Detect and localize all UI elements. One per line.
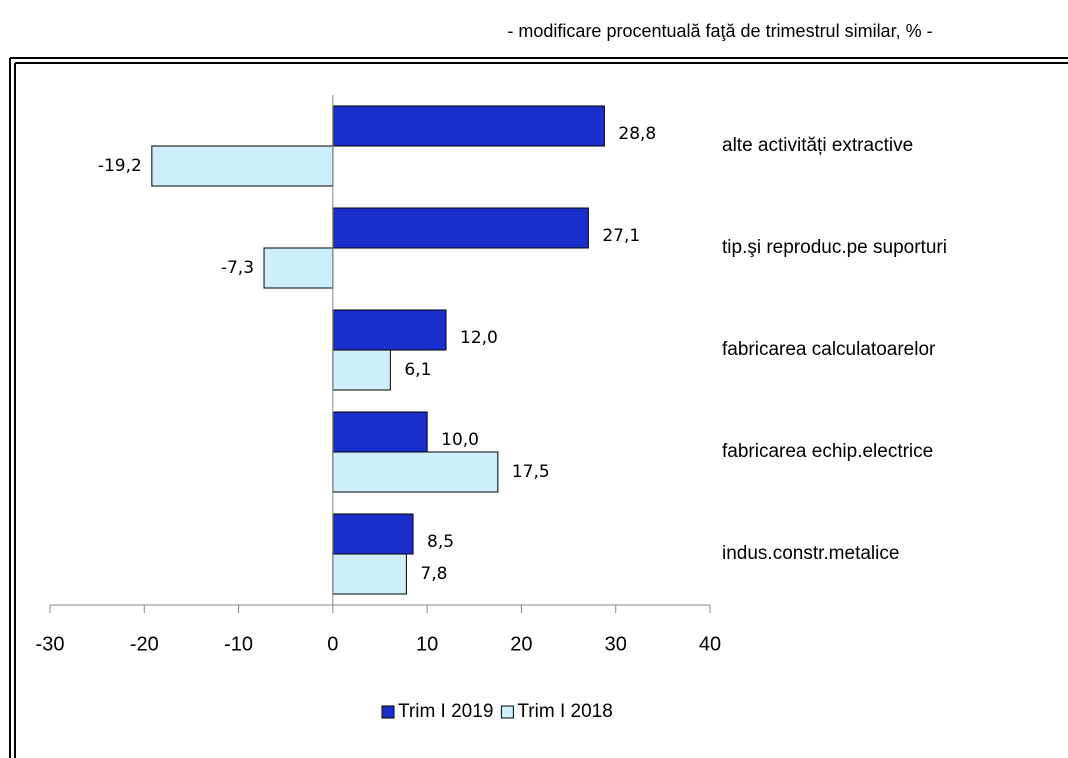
x-tick-label: 0 (327, 633, 338, 655)
legend-label: Trim I 2018 (517, 701, 612, 722)
legend-swatch (500, 705, 514, 719)
bar (332, 207, 589, 249)
category-label: fabricarea calculatoarelor (722, 339, 936, 360)
data-label: 10,0 (441, 430, 479, 450)
category-label: alte activități extractive (722, 135, 913, 156)
data-label: -7,3 (221, 258, 254, 278)
x-tick-label: -10 (224, 633, 253, 655)
x-tick-label: -30 (36, 633, 65, 655)
data-label: -19,2 (98, 156, 142, 176)
x-tick-label: 20 (510, 633, 532, 655)
bar (332, 309, 447, 351)
data-label: 6,1 (404, 360, 431, 380)
legend-swatch (381, 705, 395, 719)
chart-subtitle: - modificare procentuală faţă de trimest… (507, 21, 932, 41)
data-label: 17,5 (512, 462, 550, 482)
category-label: fabricarea echip.electrice (722, 441, 933, 462)
x-tick-label: 40 (699, 633, 721, 655)
category-label: indus.constr.metalice (722, 543, 899, 564)
bar (332, 553, 407, 595)
bar (332, 411, 428, 453)
x-tick-label: -20 (130, 633, 159, 655)
x-tick-label: 30 (605, 633, 627, 655)
legend-label: Trim I 2019 (398, 701, 493, 722)
bar (332, 349, 391, 391)
data-label: 7,8 (420, 564, 447, 584)
bar (332, 105, 605, 147)
category-label: tip.şi reproduc.pe suporturi (722, 237, 947, 258)
bar (263, 247, 334, 289)
bar (151, 145, 334, 187)
data-label: 27,1 (602, 226, 640, 246)
bar (332, 513, 414, 555)
data-label: 28,8 (618, 124, 656, 144)
data-label: 8,5 (427, 532, 454, 552)
data-label: 12,0 (460, 328, 498, 348)
x-tick-label: 10 (416, 633, 438, 655)
bar (332, 451, 499, 493)
